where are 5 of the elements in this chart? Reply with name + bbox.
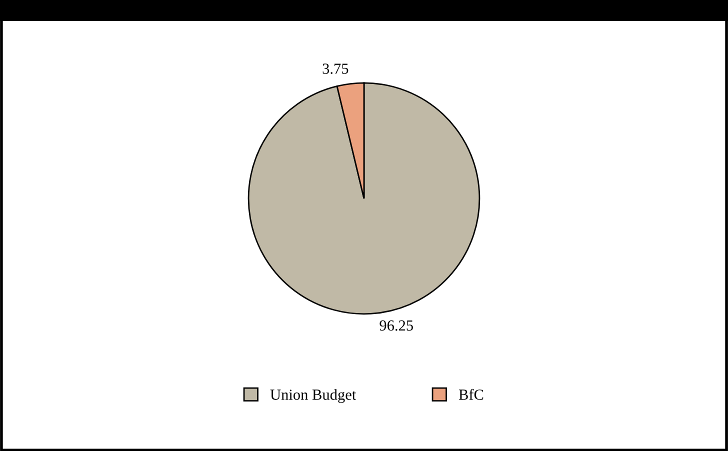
- pie-slice: [248, 82, 480, 315]
- legend-label: Union Budget: [270, 389, 356, 403]
- data-label: 96.25: [380, 320, 413, 331]
- legend-label: BfC: [458, 388, 484, 400]
- data-label: 3.75: [322, 64, 348, 74]
